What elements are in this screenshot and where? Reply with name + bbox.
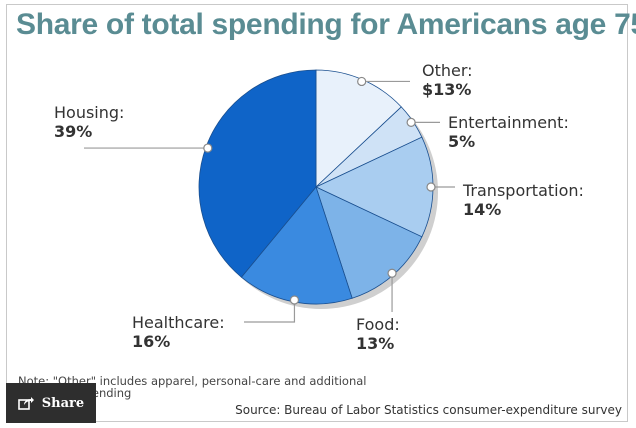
slice-label-food: Food: — [356, 315, 400, 334]
slice-value-healthcare: 16% — [132, 332, 170, 351]
slice-value-entertainment: 5% — [448, 132, 475, 151]
label-dot-other — [357, 76, 367, 87]
label-dot-entertainment — [406, 117, 416, 127]
slice-value-housing: 39% — [54, 122, 92, 141]
slice-label-other: Other: — [422, 61, 473, 80]
label-dot-healthcare — [289, 295, 300, 305]
chart-source: Source: Bureau of Labor Statistics consu… — [235, 403, 622, 417]
share-icon — [17, 397, 34, 410]
share-button[interactable]: Share — [6, 383, 96, 423]
slice-label-healthcare: Healthcare: — [132, 313, 225, 332]
label-dot-food — [387, 268, 397, 278]
label-dot-housing — [203, 143, 213, 153]
slice-label-entertainment: Entertainment: — [448, 113, 569, 132]
slice-label-transportation: Transportation: — [462, 181, 584, 200]
leader-line-healthcare — [244, 299, 296, 323]
chart-title: Share of total spending for Americans ag… — [16, 8, 636, 41]
slice-value-other: $13% — [422, 80, 471, 99]
slice-value-transportation: 14% — [463, 200, 501, 219]
share-label: Share — [41, 395, 85, 411]
label-dot-transportation — [426, 182, 436, 192]
slice-label-housing: Housing: — [54, 103, 124, 122]
slice-value-food: 13% — [356, 334, 394, 353]
